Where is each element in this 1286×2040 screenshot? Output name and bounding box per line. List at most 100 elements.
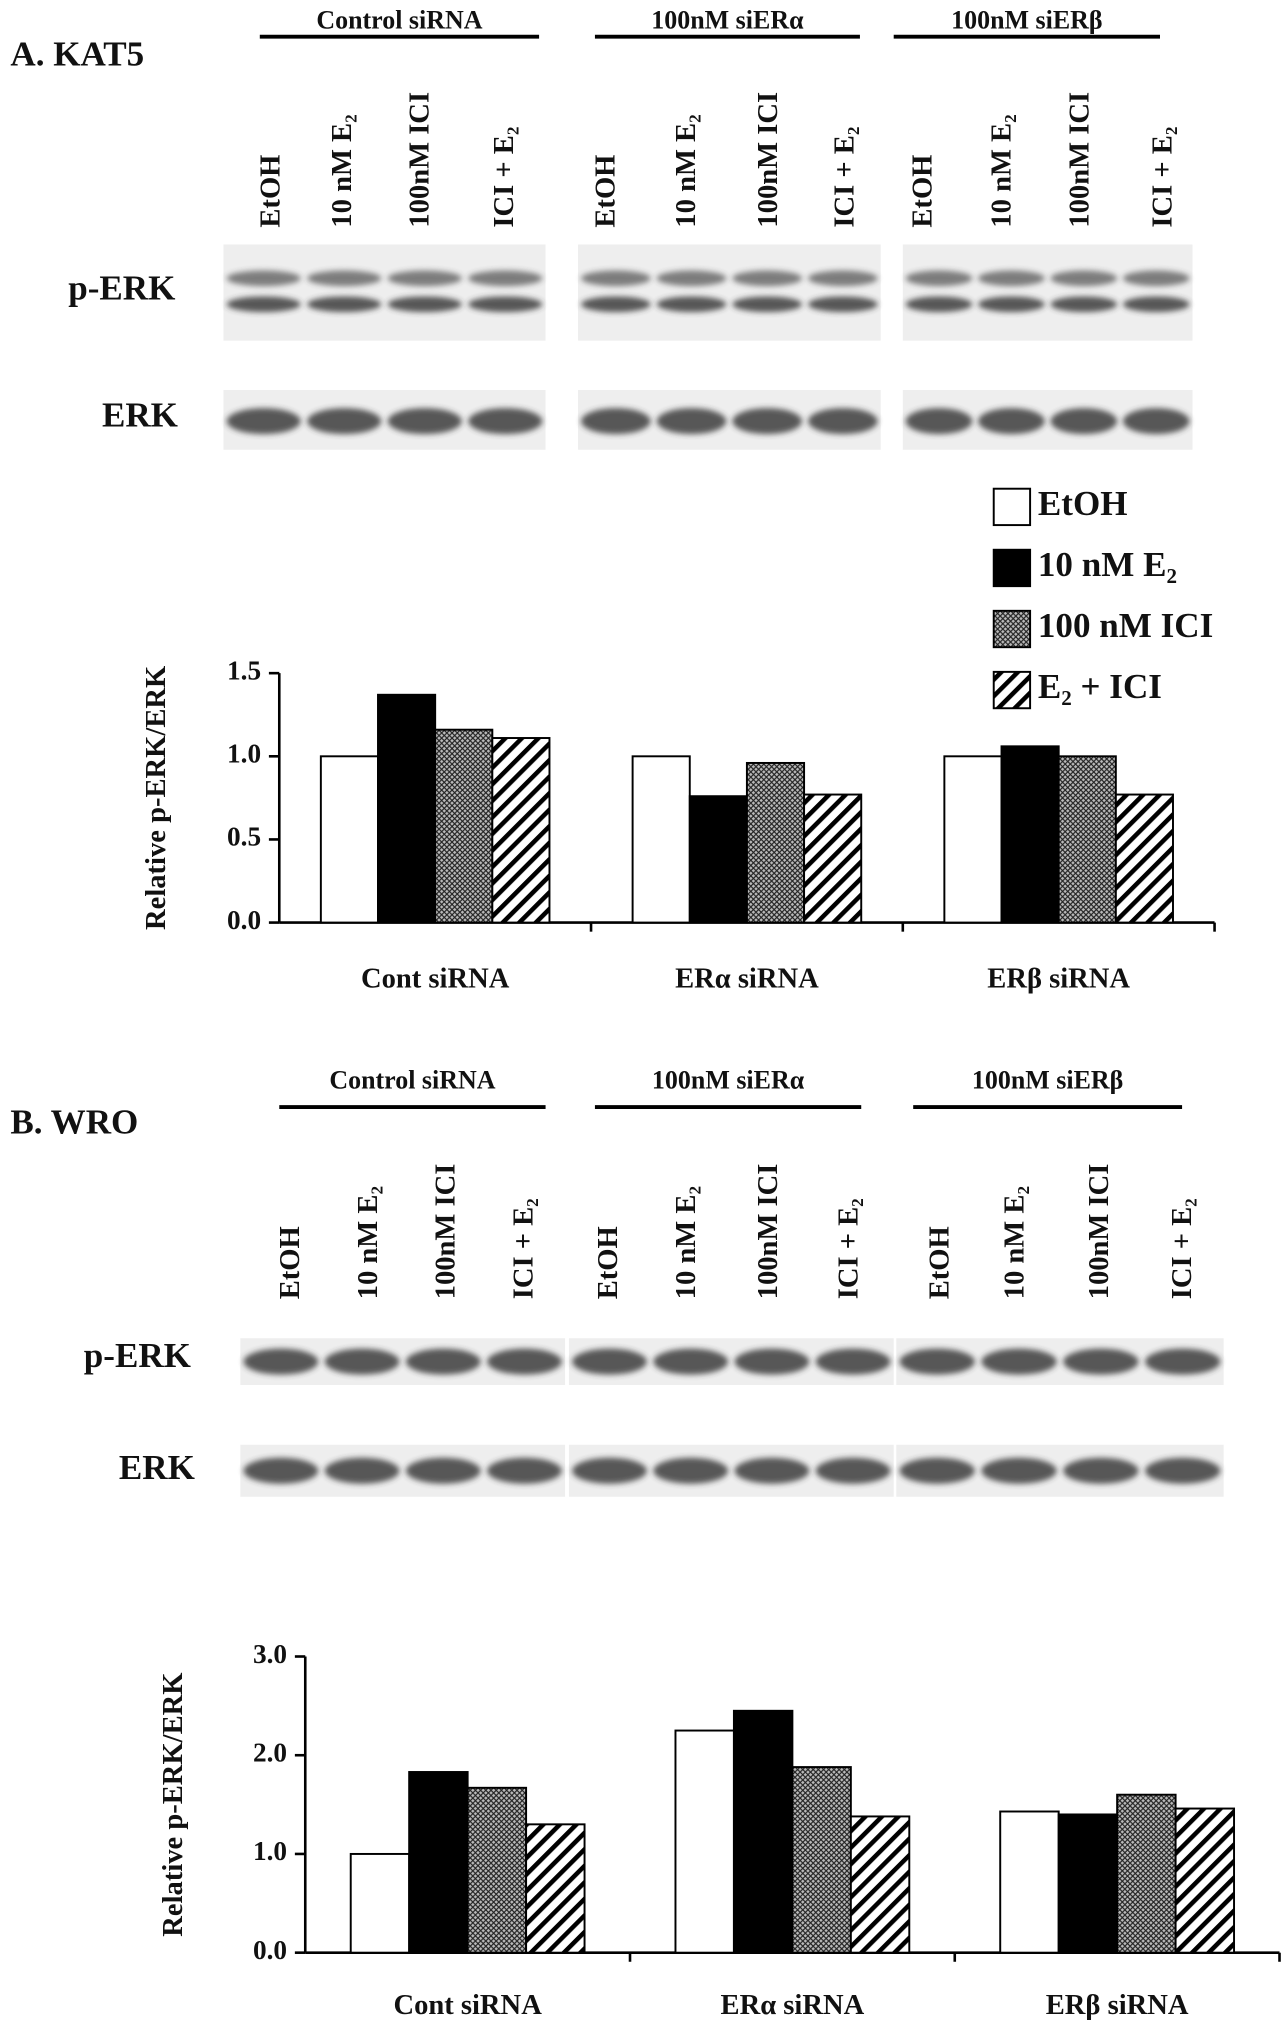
lane-label: ICI + E₂ [1148,127,1179,228]
blot-background [223,244,546,341]
blot-band [815,1348,891,1375]
y-tick-label: 0.0 [253,1935,287,1965]
lane-label: EtOH [593,1226,624,1299]
lane-label: ICI + E₂ [509,1198,540,1299]
blot-label: ERK [102,396,178,435]
blot-band [1050,408,1118,435]
y-axis-label: Relative p-ERK/ERK [141,666,172,930]
bar [349,1852,411,1954]
lane-label: EtOH [255,155,286,228]
blot-band [905,296,973,313]
bar [732,1709,794,1954]
lane-label: EtOH [924,1226,955,1299]
blot-band [226,270,301,287]
blot-band [734,1348,810,1375]
blot-band [905,270,973,287]
lane-label: ICI + E₂ [1167,1198,1198,1299]
blot-band [808,408,878,435]
lane-label: ICI + E₂ [489,127,520,228]
blot-band [572,1457,647,1484]
blot-band [324,1457,400,1484]
blot-band [581,270,651,287]
blot-band [468,408,543,435]
blot-label: p-ERK [68,268,175,307]
bar [1057,1813,1119,1954]
group-label: 100nM siERβ [951,5,1102,34]
bar [1000,745,1060,924]
lane-label: 10 nM E₂ [987,114,1018,227]
blot-band [307,270,382,287]
y-axis-label: Relative p-ERK/ERK [158,1672,189,1936]
lane-label: 100nM ICI [1084,1164,1115,1300]
legend-label: 100 nM ICI [1038,606,1213,645]
bar [525,1823,586,1954]
blot-band [487,1348,562,1375]
bar [408,1771,469,1954]
blot-band [226,296,301,313]
lane-label: 10 nM E₂ [353,1186,384,1299]
blot-band [243,1457,319,1484]
blot-background [902,244,1193,341]
lane-label: ICI + E₂ [830,127,861,228]
lane-label: 100nM ICI [753,92,784,228]
legend-swatch [992,548,1032,588]
blot-band [1122,270,1190,287]
blot-band [468,270,543,287]
blot-band [656,270,727,287]
blot-label: ERK [119,1448,195,1487]
bar [1114,793,1174,924]
legend-swatch [992,609,1032,649]
y-tick-label: 1.5 [227,655,261,685]
lane-label: 10 nM E₂ [671,114,702,227]
blot-band [1050,296,1118,313]
blot-band [653,1348,729,1375]
blot-background [578,244,881,341]
lane-label: 10 nM E₂ [327,114,358,227]
blot-band [978,296,1045,313]
blot-label: p-ERK [84,1336,191,1375]
x-tick-label: ERα siRNA [721,1990,865,2021]
lane-label: EtOH [275,1226,306,1299]
blot-band [1122,296,1190,313]
bar [377,693,437,924]
blot-band [1145,1457,1221,1484]
blot-band [387,408,462,435]
x-tick-label: ERα siRNA [675,964,819,995]
blot-band [734,1457,810,1484]
x-tick-label: ERβ siRNA [1046,1990,1189,2021]
bar [1057,755,1117,924]
legend-label: E₂ + ICI [1038,667,1162,706]
bar [434,728,494,924]
blot-band [905,408,973,435]
blot-band [981,1457,1057,1484]
blot-band [899,1348,975,1375]
bar [803,793,863,924]
lane-label: 100nM ICI [1065,92,1096,228]
lane-label: EtOH [590,155,621,228]
bar [849,1815,911,1954]
bar [674,1729,735,1954]
blot-band [1063,1457,1139,1484]
blot-band [653,1457,729,1484]
blot-band [899,1457,975,1484]
blot-band [307,408,382,435]
bar [1174,1807,1236,1954]
blot-band [581,296,651,313]
blot-band [581,408,651,435]
bar [466,1786,528,1954]
blot-band [808,270,878,287]
bar [319,755,379,924]
blot-band [324,1348,400,1375]
blot-band [468,296,543,313]
bar [791,1766,852,1954]
legend-label: 10 nM E₂ [1038,545,1177,584]
blot-band [808,296,878,313]
lane-label: EtOH [907,155,938,228]
blot-band [732,408,803,435]
blot-band [387,270,462,287]
blot-band [243,1348,319,1375]
x-tick-label: ERβ siRNA [987,964,1130,995]
blot-band [226,408,301,435]
blot-band [815,1457,891,1484]
blot-band [1063,1348,1139,1375]
